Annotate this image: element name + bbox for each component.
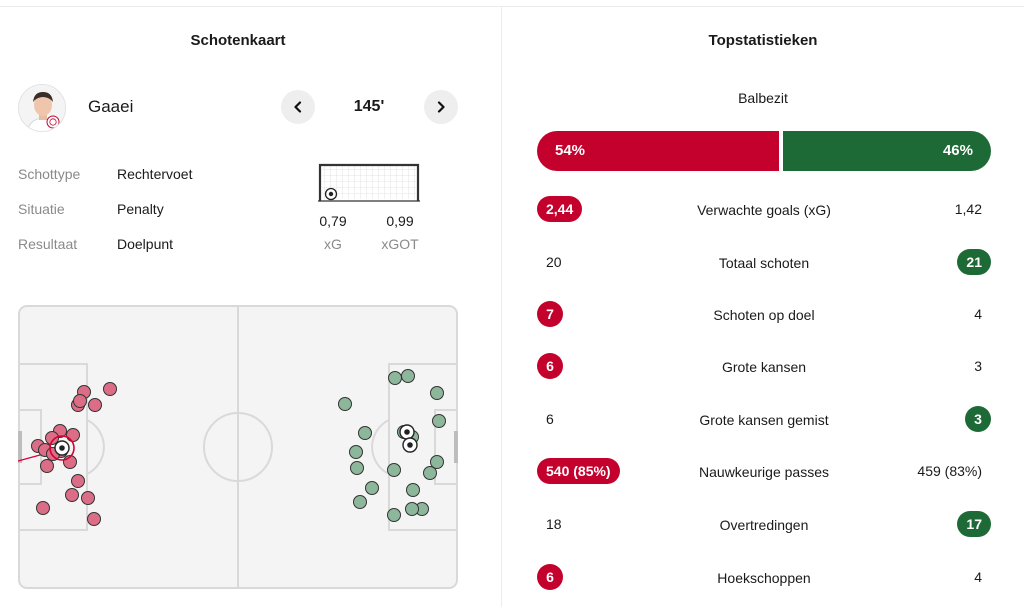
away-shot-marker[interactable] [387,508,401,522]
stat-home-value: 7 [537,301,563,327]
shot-type-label: Schottype [18,166,81,182]
goal-frame [318,163,420,203]
player-photo-icon [19,85,65,131]
stat-away-value: 3 [965,406,991,432]
stat-away-value: 17 [957,511,991,537]
stat-home-value: 540 (85%) [537,458,620,484]
away-shot-marker[interactable] [432,414,446,428]
next-shot-button[interactable] [424,90,458,124]
stat-label: Grote kansen [721,359,807,375]
stat-away-value: 459 (83%) [917,463,982,479]
away-shot-marker[interactable] [358,426,372,440]
result-label: Resultaat [18,236,78,252]
home-shot-marker[interactable] [103,382,117,396]
stat-label: Schoten op doel [713,307,815,323]
stat-home-value: 20 [546,254,562,270]
previous-shot-button[interactable] [281,90,315,124]
selected-goal-marker[interactable] [54,440,70,456]
home-shot-marker[interactable] [71,474,85,488]
stat-label: Nauwkeurige passes [699,464,829,480]
shot-minute: 145' [353,98,385,115]
away-shot-marker[interactable] [349,445,363,459]
top-stats-title: Topstatistieken [708,32,818,49]
away-goal-marker[interactable] [399,424,415,440]
shot-type-value: Rechtervoet [117,166,193,182]
xg-label: xG [324,236,342,252]
stat-row-big-chances: Grote kansen 6 3 [537,353,991,381]
stat-home-value: 2,44 [537,196,583,222]
home-shot-marker[interactable] [66,428,80,442]
shot-map-title: Schotenkaart [190,32,286,49]
possession-home-bar: 54% [537,131,779,171]
away-shot-marker[interactable] [423,466,437,480]
away-shot-marker[interactable] [388,371,402,385]
home-shot-marker[interactable] [65,488,79,502]
stat-label: Overtredingen [719,517,809,533]
stat-row-fouls: Overtredingen 18 17 [537,511,991,539]
home-shot-marker[interactable] [40,459,54,473]
stat-row-corners: Hoekschoppen 6 4 [537,564,991,592]
away-shot-marker[interactable] [405,502,419,516]
shot-map-pitch[interactable] [17,305,458,589]
home-shot-marker[interactable] [81,491,95,505]
stat-away-value: 1,42 [954,201,982,217]
goal-frame-icon [318,163,420,202]
home-shot-marker[interactable] [45,431,59,445]
home-shot-marker[interactable] [87,512,101,526]
home-shot-marker[interactable] [73,394,87,408]
panel-divider [501,6,502,607]
away-shot-marker[interactable] [406,483,420,497]
stat-row-expected-goals: Verwachte goals (xG) 2,44 1,42 [537,196,991,224]
chevron-left-icon [294,101,302,113]
stat-home-value: 6 [537,353,563,379]
stat-row-big-chances-missed: Grote kansen gemist 6 3 [537,406,991,434]
possession-away-bar: 46% [783,131,991,171]
away-shot-marker[interactable] [430,386,444,400]
stat-row-shots-on-target: Schoten op doel 7 4 [537,301,991,329]
stat-label: Verwachte goals (xG) [697,202,831,218]
home-shot-marker[interactable] [88,398,102,412]
player-name[interactable]: Gaaei [88,97,134,116]
selected-shot-ring [49,435,75,461]
stat-row-total-shots: Totaal schoten 20 21 [537,249,991,277]
xgot-value: 0,99 [386,213,414,229]
away-shot-marker[interactable] [353,495,367,509]
away-shot-marker[interactable] [338,397,352,411]
stat-label: Totaal schoten [718,255,810,271]
pitch-field [17,305,458,589]
stat-away-value: 4 [974,306,982,322]
away-shot-marker[interactable] [350,461,364,475]
away-shot-marker[interactable] [387,463,401,477]
stat-away-value: 3 [974,358,982,374]
stat-home-value: 6 [546,411,554,427]
top-border [0,6,1024,7]
away-shot-marker[interactable] [365,481,379,495]
away-shot-marker[interactable] [401,369,415,383]
xg-value: 0,79 [319,213,347,229]
chevron-right-icon [437,101,445,113]
xgot-label: xGOT [381,236,419,252]
player-avatar[interactable] [18,84,66,132]
stat-label: Hoekschoppen [717,570,811,586]
possession-label: Balbezit [738,90,788,106]
stat-away-value: 4 [974,569,982,585]
home-shot-marker[interactable] [36,501,50,515]
situation-value: Penalty [117,201,164,217]
away-goal-marker[interactable] [402,437,418,453]
result-value: Doelpunt [117,236,174,252]
football-icon [324,187,338,201]
stat-row-accurate-passes: Nauwkeurige passes 540 (85%) 459 (83%) [537,458,991,486]
stat-home-value: 18 [546,516,562,532]
situation-label: Situatie [18,201,65,217]
stat-label: Grote kansen gemist [699,412,829,428]
stat-home-value: 6 [537,564,563,590]
away-shot-marker[interactable] [430,455,444,469]
stat-away-value: 21 [957,249,991,275]
